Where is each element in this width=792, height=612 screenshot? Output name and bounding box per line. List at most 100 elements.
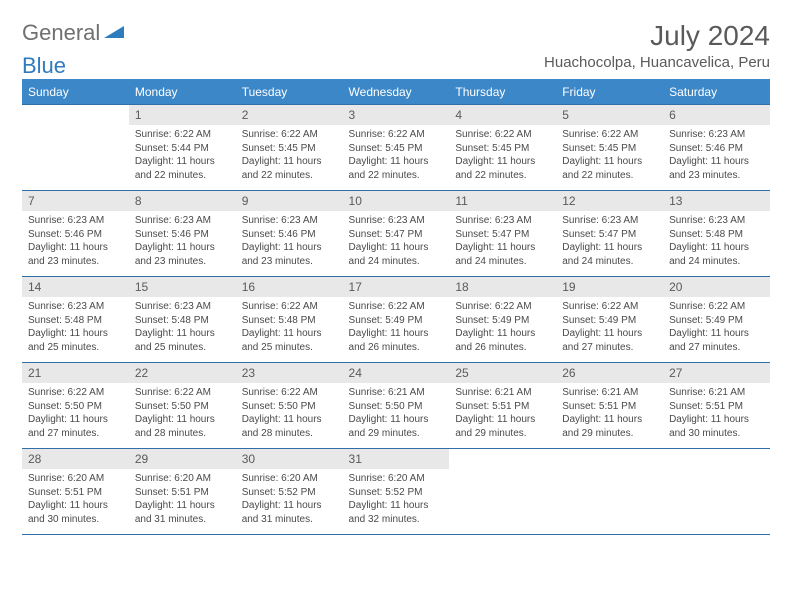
day-number: 8 <box>129 191 236 211</box>
page-title: July 2024 <box>650 20 770 52</box>
calendar-cell: 17Sunrise: 6:22 AMSunset: 5:49 PMDayligh… <box>343 277 450 363</box>
calendar-cell: 10Sunrise: 6:23 AMSunset: 5:47 PMDayligh… <box>343 191 450 277</box>
day-details: Sunrise: 6:23 AMSunset: 5:46 PMDaylight:… <box>663 125 770 187</box>
day-details: Sunrise: 6:22 AMSunset: 5:49 PMDaylight:… <box>449 297 556 359</box>
calendar-cell <box>449 449 556 535</box>
day-number: 5 <box>556 105 663 125</box>
weekday-header: Tuesday <box>236 80 343 105</box>
day-details: Sunrise: 6:22 AMSunset: 5:49 PMDaylight:… <box>663 297 770 359</box>
logo-text-2: Blue <box>22 53 66 79</box>
calendar-cell: 31Sunrise: 6:20 AMSunset: 5:52 PMDayligh… <box>343 449 450 535</box>
calendar-cell: 14Sunrise: 6:23 AMSunset: 5:48 PMDayligh… <box>22 277 129 363</box>
day-number: 19 <box>556 277 663 297</box>
day-number: 18 <box>449 277 556 297</box>
day-number: 13 <box>663 191 770 211</box>
day-number: 21 <box>22 363 129 383</box>
day-details: Sunrise: 6:22 AMSunset: 5:48 PMDaylight:… <box>236 297 343 359</box>
day-details: Sunrise: 6:20 AMSunset: 5:52 PMDaylight:… <box>343 469 450 531</box>
day-number: 3 <box>343 105 450 125</box>
logo: General <box>22 20 124 46</box>
day-details: Sunrise: 6:22 AMSunset: 5:45 PMDaylight:… <box>343 125 450 187</box>
calendar-row: 21Sunrise: 6:22 AMSunset: 5:50 PMDayligh… <box>22 363 770 449</box>
weekday-header: Sunday <box>22 80 129 105</box>
day-details: Sunrise: 6:23 AMSunset: 5:48 PMDaylight:… <box>129 297 236 359</box>
calendar-cell: 30Sunrise: 6:20 AMSunset: 5:52 PMDayligh… <box>236 449 343 535</box>
day-number: 11 <box>449 191 556 211</box>
day-number: 23 <box>236 363 343 383</box>
day-number: 4 <box>449 105 556 125</box>
day-number: 15 <box>129 277 236 297</box>
day-details: Sunrise: 6:21 AMSunset: 5:51 PMDaylight:… <box>556 383 663 445</box>
day-number: 22 <box>129 363 236 383</box>
calendar-cell: 28Sunrise: 6:20 AMSunset: 5:51 PMDayligh… <box>22 449 129 535</box>
day-number-empty <box>22 105 129 125</box>
day-details: Sunrise: 6:23 AMSunset: 5:47 PMDaylight:… <box>556 211 663 273</box>
day-details: Sunrise: 6:21 AMSunset: 5:51 PMDaylight:… <box>449 383 556 445</box>
day-details: Sunrise: 6:22 AMSunset: 5:50 PMDaylight:… <box>129 383 236 445</box>
calendar-cell: 2Sunrise: 6:22 AMSunset: 5:45 PMDaylight… <box>236 105 343 191</box>
weekday-header: Thursday <box>449 80 556 105</box>
calendar-cell: 7Sunrise: 6:23 AMSunset: 5:46 PMDaylight… <box>22 191 129 277</box>
day-number: 31 <box>343 449 450 469</box>
calendar-cell: 5Sunrise: 6:22 AMSunset: 5:45 PMDaylight… <box>556 105 663 191</box>
calendar-cell: 24Sunrise: 6:21 AMSunset: 5:50 PMDayligh… <box>343 363 450 449</box>
day-details: Sunrise: 6:23 AMSunset: 5:47 PMDaylight:… <box>343 211 450 273</box>
day-number: 27 <box>663 363 770 383</box>
day-details: Sunrise: 6:22 AMSunset: 5:49 PMDaylight:… <box>556 297 663 359</box>
logo-triangle-icon <box>104 20 124 46</box>
calendar-cell: 12Sunrise: 6:23 AMSunset: 5:47 PMDayligh… <box>556 191 663 277</box>
day-number-empty <box>663 449 770 469</box>
calendar-cell: 29Sunrise: 6:20 AMSunset: 5:51 PMDayligh… <box>129 449 236 535</box>
calendar-cell: 20Sunrise: 6:22 AMSunset: 5:49 PMDayligh… <box>663 277 770 363</box>
day-details: Sunrise: 6:22 AMSunset: 5:45 PMDaylight:… <box>236 125 343 187</box>
day-details: Sunrise: 6:20 AMSunset: 5:52 PMDaylight:… <box>236 469 343 531</box>
calendar-cell <box>663 449 770 535</box>
calendar-cell: 22Sunrise: 6:22 AMSunset: 5:50 PMDayligh… <box>129 363 236 449</box>
calendar-cell: 11Sunrise: 6:23 AMSunset: 5:47 PMDayligh… <box>449 191 556 277</box>
day-number-empty <box>556 449 663 469</box>
day-details: Sunrise: 6:23 AMSunset: 5:46 PMDaylight:… <box>22 211 129 273</box>
calendar-cell: 16Sunrise: 6:22 AMSunset: 5:48 PMDayligh… <box>236 277 343 363</box>
day-details: Sunrise: 6:22 AMSunset: 5:45 PMDaylight:… <box>449 125 556 187</box>
calendar-cell: 15Sunrise: 6:23 AMSunset: 5:48 PMDayligh… <box>129 277 236 363</box>
calendar-cell: 9Sunrise: 6:23 AMSunset: 5:46 PMDaylight… <box>236 191 343 277</box>
calendar-header: SundayMondayTuesdayWednesdayThursdayFrid… <box>22 80 770 105</box>
day-details: Sunrise: 6:23 AMSunset: 5:46 PMDaylight:… <box>236 211 343 273</box>
logo-text-1: General <box>22 20 100 46</box>
day-details: Sunrise: 6:21 AMSunset: 5:50 PMDaylight:… <box>343 383 450 445</box>
weekday-header: Wednesday <box>343 80 450 105</box>
day-details: Sunrise: 6:23 AMSunset: 5:48 PMDaylight:… <box>22 297 129 359</box>
day-details: Sunrise: 6:23 AMSunset: 5:47 PMDaylight:… <box>449 211 556 273</box>
calendar-cell: 3Sunrise: 6:22 AMSunset: 5:45 PMDaylight… <box>343 105 450 191</box>
day-number: 28 <box>22 449 129 469</box>
calendar-body: 1Sunrise: 6:22 AMSunset: 5:44 PMDaylight… <box>22 105 770 535</box>
location-text: Huachocolpa, Huancavelica, Peru <box>544 54 770 71</box>
day-number: 20 <box>663 277 770 297</box>
day-number: 17 <box>343 277 450 297</box>
logo-row2: Blue <box>22 53 66 79</box>
day-number: 25 <box>449 363 556 383</box>
calendar-row: 7Sunrise: 6:23 AMSunset: 5:46 PMDaylight… <box>22 191 770 277</box>
calendar-cell: 27Sunrise: 6:21 AMSunset: 5:51 PMDayligh… <box>663 363 770 449</box>
day-details: Sunrise: 6:20 AMSunset: 5:51 PMDaylight:… <box>129 469 236 531</box>
day-number-empty <box>449 449 556 469</box>
calendar-cell: 6Sunrise: 6:23 AMSunset: 5:46 PMDaylight… <box>663 105 770 191</box>
calendar-cell: 1Sunrise: 6:22 AMSunset: 5:44 PMDaylight… <box>129 105 236 191</box>
day-number: 10 <box>343 191 450 211</box>
day-details: Sunrise: 6:23 AMSunset: 5:46 PMDaylight:… <box>129 211 236 273</box>
day-details: Sunrise: 6:22 AMSunset: 5:50 PMDaylight:… <box>236 383 343 445</box>
day-number: 30 <box>236 449 343 469</box>
day-number: 14 <box>22 277 129 297</box>
day-number: 1 <box>129 105 236 125</box>
calendar-cell <box>556 449 663 535</box>
calendar-cell: 19Sunrise: 6:22 AMSunset: 5:49 PMDayligh… <box>556 277 663 363</box>
day-number: 29 <box>129 449 236 469</box>
day-number: 9 <box>236 191 343 211</box>
day-number: 24 <box>343 363 450 383</box>
calendar-cell: 23Sunrise: 6:22 AMSunset: 5:50 PMDayligh… <box>236 363 343 449</box>
weekday-header: Saturday <box>663 80 770 105</box>
day-details: Sunrise: 6:22 AMSunset: 5:45 PMDaylight:… <box>556 125 663 187</box>
header: General July 2024 <box>22 20 770 52</box>
calendar-row: 28Sunrise: 6:20 AMSunset: 5:51 PMDayligh… <box>22 449 770 535</box>
calendar-row: 14Sunrise: 6:23 AMSunset: 5:48 PMDayligh… <box>22 277 770 363</box>
